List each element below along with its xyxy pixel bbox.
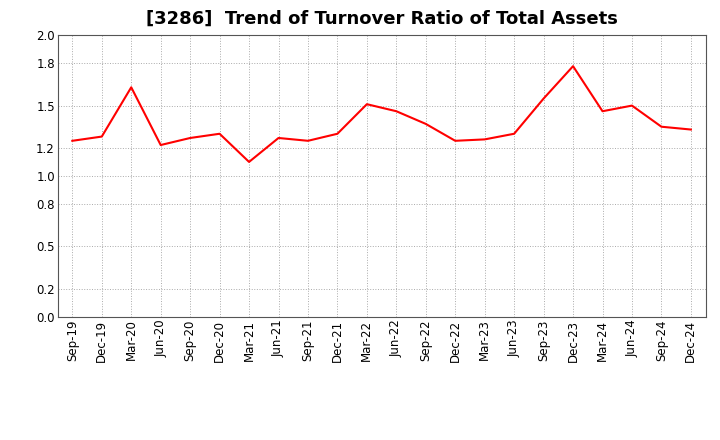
Title: [3286]  Trend of Turnover Ratio of Total Assets: [3286] Trend of Turnover Ratio of Total … [145,10,618,28]
